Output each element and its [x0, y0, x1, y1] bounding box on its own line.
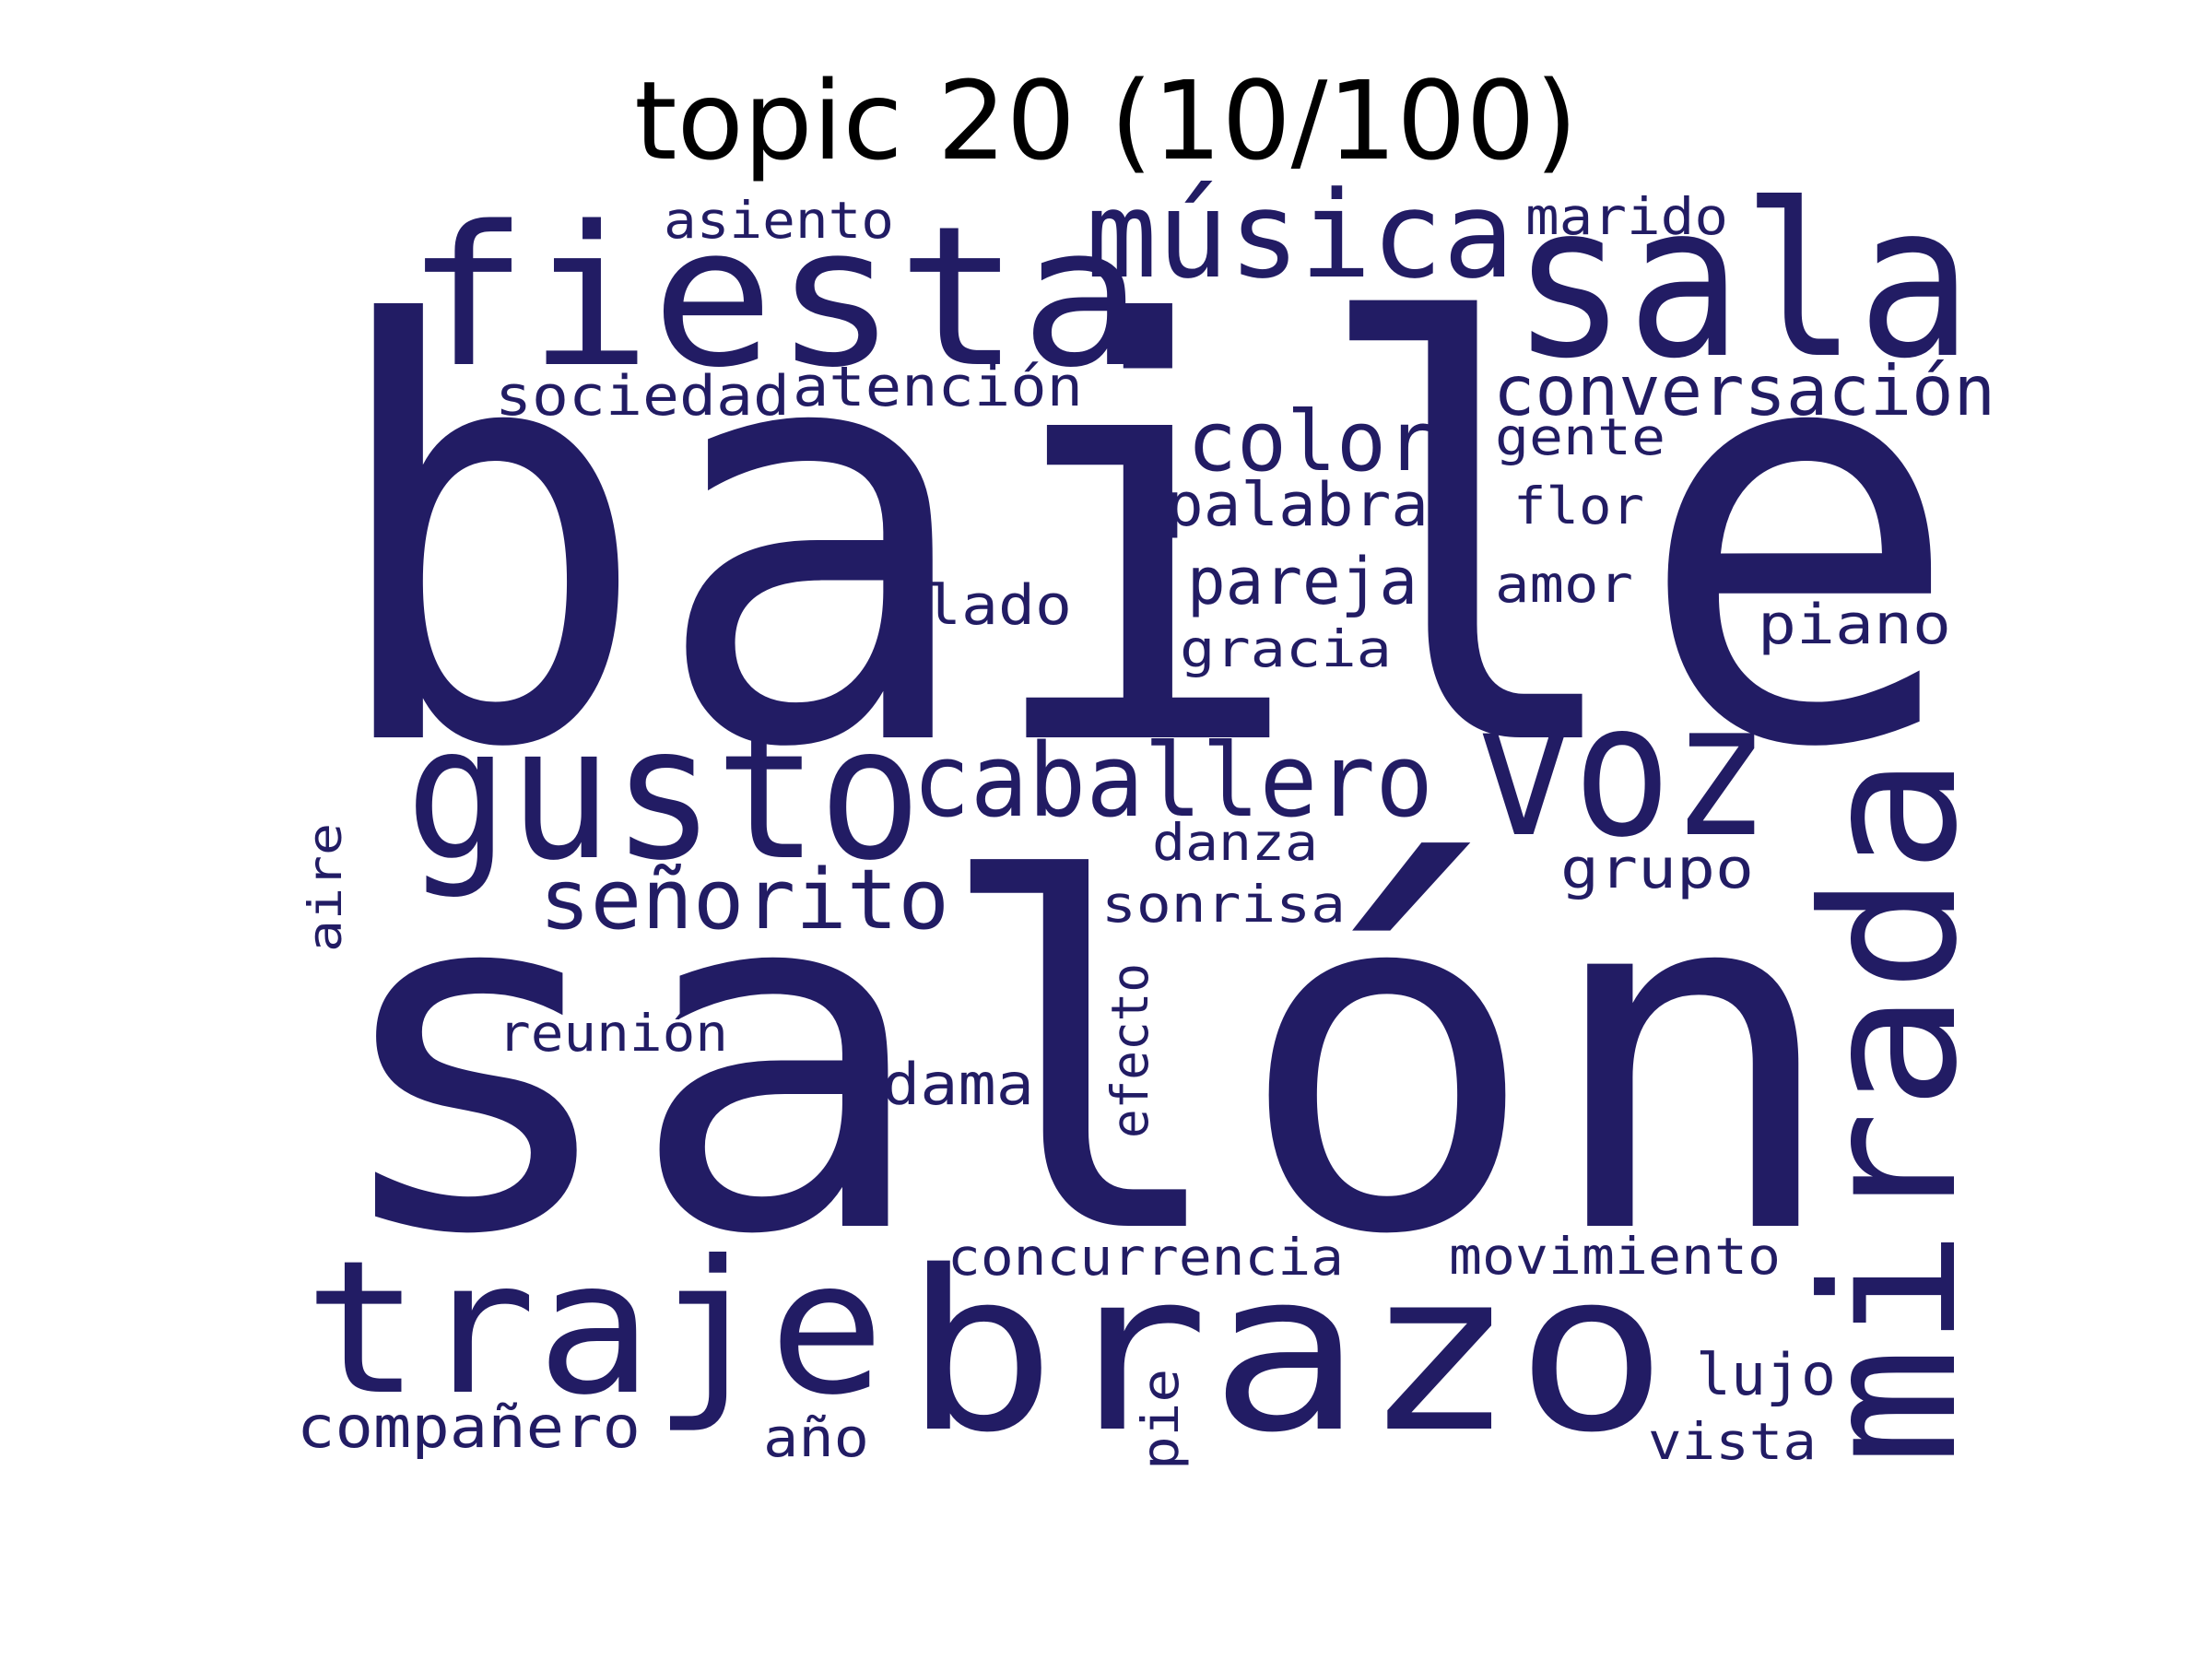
word-19: marido [1525, 187, 1728, 246]
word-2: fiesta [406, 184, 1143, 410]
word-7: mirada [1783, 756, 1998, 1465]
word-31: reunión [498, 1004, 728, 1063]
word-24: piano [1758, 593, 1951, 657]
word-23: lado [924, 573, 1072, 638]
word-25: gracia [1180, 619, 1392, 678]
word-cloud-title: topic 20 (10/100) [634, 57, 1578, 184]
word-6: voz [1475, 664, 1770, 878]
word-16: sociedad [495, 364, 790, 429]
word-26: danza [1152, 813, 1318, 872]
word-1: salón [323, 781, 1843, 1339]
word-32: dama [882, 1051, 1034, 1118]
word-35: lujo [1696, 1341, 1836, 1408]
word-30: efecto [1100, 963, 1159, 1138]
word-20: gente [1495, 407, 1665, 466]
word-22: amor [1495, 555, 1633, 614]
word-15: pareja [1187, 544, 1418, 619]
word-14: palabra [1166, 471, 1429, 540]
word-13: conversación [1493, 350, 1995, 431]
word-38: pie [1131, 1369, 1190, 1470]
word-33: concurrencia [947, 1228, 1344, 1287]
word-0: baile [323, 208, 1963, 873]
word-8: traje [304, 1221, 885, 1436]
word-9: brazo [903, 1223, 1668, 1481]
word-3: sala [1512, 159, 1972, 406]
word-29: aire [299, 823, 352, 952]
word-37: año [763, 1406, 869, 1469]
word-17: atención [793, 355, 1083, 419]
word-39: vista [1648, 1412, 1817, 1471]
word-21: flor [1513, 477, 1644, 535]
word-36: compañero [297, 1394, 641, 1461]
word-18: asiento [664, 191, 894, 250]
word-28: sonrisa [1101, 875, 1346, 934]
word-11: señorito [539, 852, 949, 948]
word-5: gusto [406, 687, 922, 901]
word-34: movimiento [1449, 1227, 1781, 1286]
word-12: color [1187, 394, 1436, 490]
word-27: grupo [1560, 837, 1754, 901]
word-10: caballero [912, 722, 1433, 840]
word-4: música [1086, 165, 1514, 305]
